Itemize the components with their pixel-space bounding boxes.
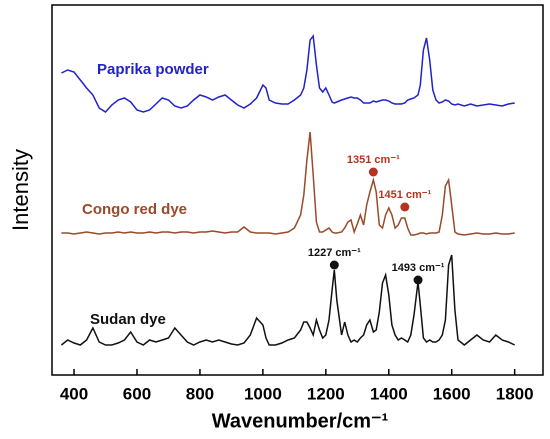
plot-frame: [51, 4, 544, 376]
peak-label: 1493 cm⁻¹: [392, 262, 445, 274]
x-tick-label: 400: [60, 384, 88, 403]
x-tick-label: 1800: [496, 384, 534, 403]
series-label: Congo red dye: [82, 201, 187, 218]
peak-label: 1351 cm⁻¹: [347, 154, 400, 166]
series-label: Sudan dye: [90, 311, 166, 328]
x-tick-label: 1400: [370, 384, 408, 403]
series-line: [61, 131, 515, 236]
peak-marker: [329, 260, 339, 270]
x-tick-label: 800: [186, 384, 214, 403]
peak-marker: [400, 202, 410, 212]
x-tick-label: 600: [123, 384, 151, 403]
peak-label: 1227 cm⁻¹: [308, 247, 361, 259]
peak-marker: [413, 275, 423, 285]
y-axis-label: Intensity: [8, 149, 33, 231]
peak-marker: [368, 167, 378, 177]
peak-label: 1451 cm⁻¹: [378, 189, 431, 201]
x-axis-label: Wavenumber/cm⁻¹: [212, 410, 389, 432]
x-tick-label: 1000: [244, 384, 282, 403]
series-label: Paprika powder: [97, 61, 209, 78]
x-tick-label: 1200: [307, 384, 345, 403]
series-line: [61, 34, 515, 113]
series-line: [60, 254, 516, 346]
x-tick-label: 1600: [433, 384, 471, 403]
